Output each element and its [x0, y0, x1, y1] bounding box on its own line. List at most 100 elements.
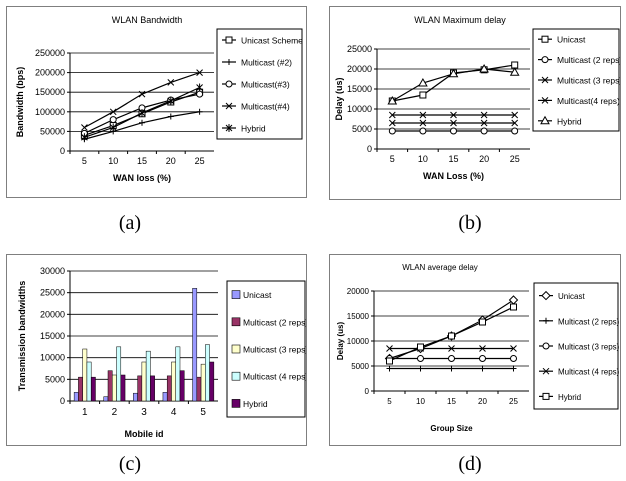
- legend-swatch: [231, 290, 241, 299]
- data-point: [450, 119, 457, 127]
- x-tick-label: 20: [166, 156, 176, 166]
- data-point: [448, 332, 455, 340]
- bar: [133, 392, 138, 402]
- chart-panel-a: 0 50000 100000 150000 200000 250000 WLAN Bandw…: [6, 6, 307, 198]
- x-axis-label: Group Size: [430, 424, 473, 433]
- data-point: [479, 63, 489, 73]
- data-point: [167, 79, 175, 86]
- data-point: [387, 95, 398, 105]
- bar: [82, 348, 88, 402]
- chart-title: WLAN Bandwidth: [112, 15, 183, 25]
- legend-entry: Multicast(#3): [241, 80, 290, 90]
- bar: [200, 363, 206, 402]
- y-tick-label: 30000: [40, 266, 65, 276]
- bar: [112, 374, 117, 402]
- legend-entry: Unicast: [558, 292, 585, 301]
- x-tick-label: 15: [137, 156, 147, 166]
- y-tick-label: 0: [367, 144, 372, 154]
- legend-swatch: [231, 399, 241, 408]
- data-point: [81, 133, 88, 142]
- data-point: [511, 111, 519, 119]
- legend-entry: Multicast (2 reps): [243, 317, 306, 327]
- data-point: [448, 365, 455, 372]
- data-point: [419, 119, 427, 127]
- y-tick-label: 25000: [347, 44, 372, 54]
- bar: [175, 346, 181, 402]
- data-point: [109, 116, 117, 124]
- y-tick-label: 200000: [35, 68, 65, 78]
- data-point: [196, 69, 203, 76]
- legend-swatch: [231, 371, 241, 381]
- legend-entry: Multicast (#2): [241, 58, 292, 68]
- x-tick-label: 1: [82, 407, 88, 418]
- data-point: [480, 119, 488, 127]
- x-tick-label: 5: [387, 397, 392, 406]
- data-point: [510, 365, 517, 372]
- legend-marker: [225, 36, 233, 44]
- x-tick-label: 25: [195, 156, 205, 166]
- y-tick-label: 20000: [40, 309, 65, 319]
- x-tick-label: 5: [200, 407, 206, 418]
- data-point: [386, 357, 393, 365]
- bar: [137, 375, 143, 402]
- y-axis-label: Delay (us): [336, 322, 345, 361]
- legend-marker: [225, 80, 233, 88]
- bar: [120, 374, 126, 402]
- data-point: [417, 365, 424, 372]
- data-point: [479, 345, 486, 352]
- y-tick-label: 10000: [40, 353, 65, 363]
- legend-marker: [542, 392, 550, 400]
- bar: [107, 370, 113, 402]
- bar: [196, 376, 202, 402]
- data-point: [509, 67, 520, 76]
- x-tick-label: 15: [448, 154, 458, 164]
- legend-marker: [540, 115, 550, 125]
- data-point: [510, 303, 517, 311]
- y-tick-label: 250000: [35, 48, 65, 58]
- x-tick-label: 20: [479, 154, 489, 164]
- y-tick-label: 5000: [352, 124, 372, 134]
- y-tick-label: 15000: [347, 84, 372, 94]
- legend-marker: [225, 102, 233, 110]
- legend-entry: Hybrid: [243, 399, 268, 409]
- bar: [150, 375, 155, 402]
- legend-entry: Hybrid: [557, 116, 582, 126]
- data-point: [450, 111, 457, 119]
- legend-entry: Multicast(#4): [241, 102, 290, 112]
- legend-marker: [226, 59, 232, 65]
- x-tick-label: 2: [112, 407, 118, 418]
- caption-c: (c): [118, 453, 142, 475]
- legend-entry: Multicast (3 reps): [557, 76, 620, 86]
- x-axis-label: Mobile id: [125, 429, 164, 439]
- chart-panel-d: 0 5000 10000 15000 20000 WLAN average delay Gr…: [329, 254, 621, 446]
- legend-entry: Multicast (4 reps): [558, 368, 620, 377]
- data-point: [510, 345, 517, 352]
- bar: [166, 375, 172, 402]
- y-tick-label: 20000: [347, 64, 372, 74]
- legend-entry: Multicast (2 reps): [557, 55, 620, 65]
- x-tick-label: 5: [390, 154, 395, 164]
- data-point: [448, 345, 455, 352]
- bar: [192, 288, 198, 402]
- bar: [171, 361, 176, 402]
- data-point: [508, 295, 519, 305]
- data-point: [109, 108, 117, 116]
- x-tick-label: 10: [418, 154, 428, 164]
- data-point: [418, 77, 428, 87]
- caption-a: (a): [118, 212, 142, 234]
- data-point: [479, 318, 486, 326]
- x-tick-label: 25: [510, 154, 520, 164]
- data-point: [479, 355, 486, 362]
- y-tick-label: 10000: [347, 337, 370, 346]
- y-tick-label: 10000: [347, 104, 372, 114]
- x-axis-label: WAN loss (%): [113, 173, 171, 183]
- legend-marker: [542, 367, 550, 375]
- x-tick-label: 20: [478, 397, 487, 406]
- max-delay-line-chart: 0 5000 10000 15000 20000 25000 WLAN Maximum de…: [334, 15, 620, 181]
- y-tick-label: 50000: [40, 126, 65, 136]
- bar: [162, 392, 168, 402]
- legend-swatch: [231, 344, 241, 354]
- data-point: [419, 127, 427, 135]
- data-point: [196, 83, 203, 92]
- x-tick-label: 3: [141, 407, 147, 418]
